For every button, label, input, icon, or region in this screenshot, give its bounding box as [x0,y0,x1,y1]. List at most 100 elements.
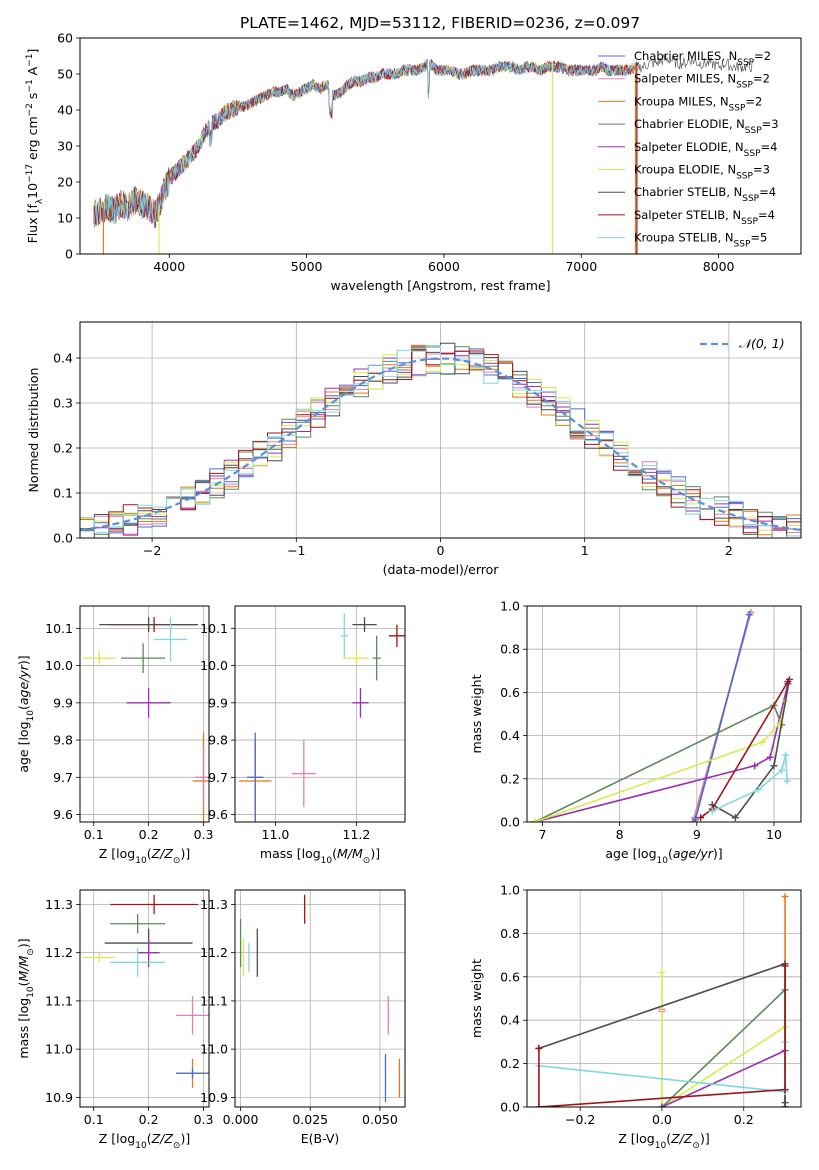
x-tick-label: 4000 [153,259,185,274]
legend-entry: Kroupa STELIB, NSSP=5 [634,231,767,250]
y-tick-label: 0.0 [500,815,520,830]
y-tick-label: 20 [57,175,73,190]
x-axis-label: age [log10(age/yr)] [605,846,722,866]
weight-marker [766,753,774,761]
y-tick-label: 11.3 [45,897,73,912]
weight-marker [781,962,789,970]
x-tick-label: 0.0 [652,1112,672,1127]
y-tick-label: 0 [65,247,73,262]
y-tick-label: 10.9 [45,1090,73,1105]
x-tick-label: −2 [143,543,161,558]
weight-line [661,1049,786,1107]
y-tick-label: 11.0 [45,1042,73,1057]
y-tick-label: 9.9 [53,695,73,710]
y-axis-label: Normed distribution [26,368,41,493]
weight-marker [535,1044,543,1052]
y-tick-label: 1.0 [500,883,520,898]
weight-marker [758,738,766,746]
y-tick-label: 9.7 [53,770,73,785]
y-tick-label: 0.0 [53,531,73,546]
y-tick-label: 60 [57,31,73,46]
y-tick-label: 11.1 [200,993,228,1008]
y-tick-label: 0.8 [500,642,520,657]
weight-marker [751,762,759,770]
y-tick-label: 30 [57,139,73,154]
legend-entry: Salpeter STELIB, NSSP=4 [634,208,775,227]
x-tick-label: 0.2 [734,1112,754,1127]
plot-area [531,608,793,822]
x-tick-label: −1 [287,543,305,558]
weight-line [661,972,786,1107]
x-axis-label: (data-model)/error [383,562,500,577]
weight-marker [531,818,539,822]
x-axis-label: Z [log10(Z/Z⊙)] [99,1131,190,1151]
y-tick-label: 40 [57,103,73,118]
plot-area [82,617,209,822]
y-tick-label: 0.6 [500,969,520,984]
weight-line [694,614,751,821]
plot-area [93,53,754,254]
plot-frame [526,605,802,823]
y-tick-label: 9.8 [53,733,73,748]
weight-marker [781,1099,789,1107]
x-tick-label: 8000 [703,259,735,274]
plot-frame [79,321,802,539]
age-vs-Z-panel: 0.1 0.2 0.3 9.6 9.7 9.8 9.9 10.0 10.1 Z [log10(Z/… [16,605,213,866]
y-axis-label: mass weight [469,959,484,1038]
weight-marker [783,777,791,785]
x-tick-label: 6000 [428,259,460,274]
legend-entry: Kroupa MILES, NSSP=2 [634,94,762,113]
x-axis-label: Z [log10(Z/Z⊙)] [618,1131,709,1151]
spectrum-legend: Chabrier MILES, NSSP=2 Salpeter MILES, NS… [598,49,779,250]
y-tick-label: 50 [57,67,73,82]
error-point [352,617,377,633]
weight-line [711,754,788,812]
weight-line [711,679,791,819]
x-tick-label: 0.1 [84,1112,104,1127]
error-point [372,635,381,681]
x-tick-label: 5000 [291,259,323,274]
y-tick-label: 0.2 [500,1056,520,1071]
y-tick-label: 0.8 [500,926,520,941]
plot-frame [79,889,210,1108]
spectrum-panel: 4000 5000 6000 7000 8000 0 10 20 30 40 50 60 wavelen… [25,31,802,293]
weight-marker [778,766,786,774]
weight-marker [755,786,763,794]
y-tick-label: 11.0 [200,1042,228,1057]
x-tick-label: 0.1 [84,827,104,842]
plot-frame [526,889,802,1108]
y-tick-label: 10.0 [45,658,73,673]
x-tick-label: 0.025 [292,1112,328,1127]
y-tick-label: 11.1 [45,993,73,1008]
weight-marker [731,814,739,822]
y-tick-label: 1.0 [500,599,520,614]
weight-marker [658,968,666,976]
weight-marker [708,807,716,815]
error-point [247,732,264,822]
y-axis-label: age [log10(age/yr)] [16,655,36,772]
y-tick-label: 9.9 [208,695,228,710]
error-point [82,650,116,666]
error-point [176,996,209,1035]
weight-marker [782,751,790,759]
error-point [82,952,116,963]
plot-area [82,894,209,1088]
weight-marker [535,1103,543,1107]
plot-area [535,893,789,1107]
y-tick-label: 10.1 [200,621,228,636]
error-point [291,740,316,808]
x-tick-label: 7000 [565,259,597,274]
error-point [154,617,188,662]
legend-entry: Chabrier MILES, NSSP=2 [634,49,771,68]
weight-line [538,966,786,1107]
weight-marker [784,678,792,686]
error-point [110,894,199,915]
legend-entry: 𝒩(0, 1) [739,336,785,351]
y-tick-label: 11.2 [200,945,228,960]
error-point [344,650,369,666]
x-axis-label: Z [log10(Z/Z⊙)] [99,846,190,866]
y-tick-label: 0.6 [500,685,520,700]
weight-line [534,683,789,822]
y-axis-label: mass [log10(M/M⊙)] [16,938,36,1058]
